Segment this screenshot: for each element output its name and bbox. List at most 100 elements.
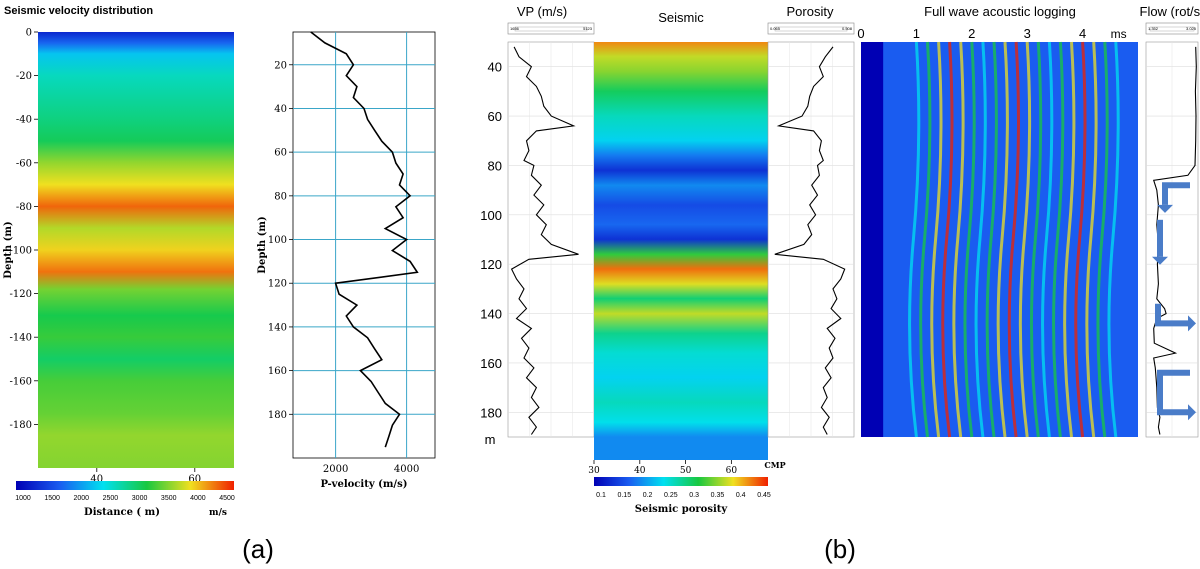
log-y-tick-label: 40	[274, 104, 287, 115]
section-y-tick-label: -180	[10, 420, 32, 431]
velocity-colorbar-tick: 3500	[161, 495, 177, 502]
vp-scale-min: 1656	[510, 26, 520, 31]
log-y-tick-label: 180	[268, 410, 287, 421]
fwal-wave-stripe	[974, 41, 987, 438]
caption-a: (a)	[242, 534, 274, 564]
velocity-colorbar-tick: 4000	[190, 495, 206, 502]
fwal-time-tick: 3	[1024, 26, 1031, 41]
log-x-tick-label: 2000	[323, 464, 348, 475]
section-y-tick-label: -40	[16, 115, 32, 126]
porosity-scale-bar	[774, 26, 848, 32]
flow-arrow-head	[1157, 204, 1173, 213]
section-y-tick-label: -80	[16, 202, 32, 213]
colorbar-unit-label: m/s	[209, 508, 227, 518]
porosity-colorbar-tick: 0.45	[757, 492, 771, 499]
fwal-wave-stripe	[1007, 41, 1020, 438]
pvelocity-axis-label: P-velocity (m/s)	[321, 479, 408, 490]
section-title: Seismic velocity distribution	[4, 5, 153, 17]
fwal-wave-stripe	[1085, 41, 1098, 438]
porosity-colorbar-tick: 0.1	[596, 492, 606, 499]
fwal-time-tick: 0	[857, 26, 864, 41]
seismic-x-tick-label: 60	[726, 466, 738, 476]
depth-tick-label: 120	[480, 257, 502, 272]
depth-tick-label: 80	[488, 158, 502, 173]
log-y-tick-label: 60	[274, 148, 287, 159]
vp-scale-bar	[514, 26, 588, 32]
log-y-tick-label: 20	[274, 60, 287, 71]
velocity-colorbar-tick: 1000	[15, 495, 31, 502]
fwal-time-tick: 1	[913, 26, 920, 41]
fwal-wave-stripe	[1074, 41, 1087, 438]
section-y-tick-label: 0	[26, 28, 32, 39]
pvelocity-log-frame	[292, 31, 436, 459]
seismic-title: Seismic	[658, 10, 704, 25]
flow-arrow-head	[1188, 404, 1196, 421]
section-x-tick-label: 60	[188, 474, 201, 485]
section-x-tick-label: 40	[90, 474, 103, 485]
fwal-wave-stripe	[941, 41, 954, 438]
fwal-wave-stripe	[952, 41, 965, 438]
log-y-tick-label: 120	[268, 279, 287, 290]
velocity-section-heatmap	[38, 32, 234, 468]
flow-scale-max: 3.025	[1186, 26, 1197, 31]
fwal-wave-stripe	[1052, 41, 1065, 438]
fwal-time-tick: 4	[1079, 26, 1086, 41]
flow-arrow	[1162, 182, 1190, 205]
flow-arrow-head	[1152, 256, 1168, 265]
section-y-tick-label: -160	[10, 376, 32, 387]
fwal-wave-stripe	[908, 41, 921, 438]
velocity-colorbar	[16, 481, 234, 490]
fwal-wave-stripe	[1096, 41, 1109, 438]
fwal-wave-stripe	[919, 41, 932, 438]
porosity-title: Porosity	[787, 4, 834, 19]
flow-arrow-head	[1188, 315, 1196, 332]
panel-b: VP (m/s) 1656 5123 406080100120140160180…	[480, 4, 1200, 564]
velocity-colorbar-tick: 2000	[73, 495, 89, 502]
porosity-colorbar-tick: 0.15	[617, 492, 631, 499]
velocity-colorbar-tick: 2500	[103, 495, 119, 502]
flow-scale-min: 1.352	[1148, 26, 1159, 31]
velocity-colorbar-tick: 3000	[132, 495, 148, 502]
vp-title: VP (m/s)	[517, 4, 567, 19]
seismic-x-tick-label: 40	[634, 466, 646, 476]
log-y-tick-label: 160	[268, 366, 287, 377]
velocity-colorbar-tick: 1500	[44, 495, 60, 502]
flow-scale-bar	[1149, 26, 1195, 32]
porosity-colorbar	[594, 477, 768, 486]
fwal-wave-stripe	[996, 41, 1009, 438]
fwal-wave-stripe	[1107, 41, 1120, 438]
log-x-tick-label: 4000	[394, 464, 419, 475]
section-y-tick-label: -120	[10, 289, 32, 300]
porosity-colorbar-tick: 0.35	[711, 492, 725, 499]
section-depth-label: Depth (m)	[3, 221, 14, 278]
porosity-colorbar-tick: 0.2	[643, 492, 653, 499]
section-y-tick-label: -100	[10, 246, 32, 257]
log-y-tick-label: 140	[268, 322, 287, 333]
depth-tick-label: 180	[480, 405, 502, 420]
section-y-tick-label: -60	[16, 158, 32, 169]
porosity-scale-max: 0.508	[842, 26, 853, 31]
log-y-tick-label: 80	[274, 191, 287, 202]
fwal-title: Full wave acoustic logging	[924, 4, 1076, 19]
fwal-wave-stripe	[1041, 41, 1054, 438]
fwal-time-tick: 2	[968, 26, 975, 41]
colorbar-distance-label: Distance ( m)	[84, 507, 160, 518]
depth-tick-label: 60	[488, 109, 502, 124]
seismic-x-tick-label: 30	[588, 466, 600, 476]
panel-a: Seismic velocity distribution 0 -20 -40 -60…	[3, 5, 436, 564]
depth-unit-label: m	[485, 432, 496, 447]
porosity-colorbar-tick: 0.4	[736, 492, 746, 499]
caption-b: (b)	[824, 534, 856, 564]
porosity-curve	[774, 46, 846, 435]
vp-curve	[510, 46, 579, 435]
fwal-wave-stripe	[1018, 41, 1032, 438]
fwal-wave-stripe	[963, 41, 976, 438]
section-y-tick-label: -140	[10, 333, 32, 344]
depth-tick-label: 100	[480, 208, 502, 223]
fwal-wave-stripe	[985, 41, 998, 438]
vp-scale-max: 5123	[583, 26, 593, 31]
fwal-wave-stripe	[930, 41, 943, 438]
flow-curve	[1152, 46, 1197, 435]
fwal-wave-stripe	[1029, 41, 1043, 438]
